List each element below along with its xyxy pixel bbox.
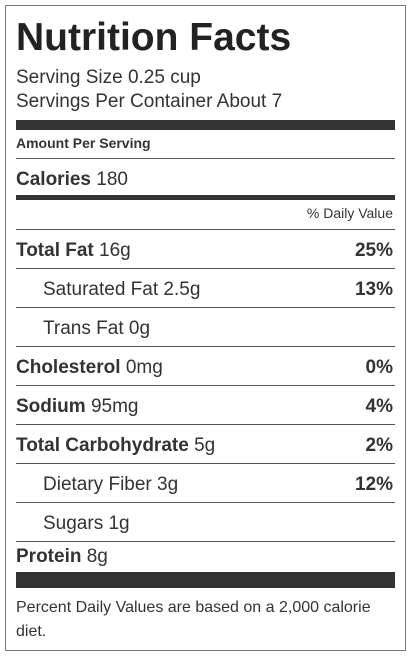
nutrient-amount: 3g: [157, 474, 179, 495]
divider-row: [16, 463, 395, 464]
nutrient-name: Protein 8g: [16, 546, 108, 568]
nutrient-percent: 4%: [365, 396, 393, 417]
amount-per-serving: Amount Per Serving: [16, 135, 151, 151]
footnote: Percent Daily Values are based on a 2,00…: [16, 599, 371, 640]
nutrition-facts-label: Nutrition Facts Serving Size 0.25 cup Se…: [5, 5, 406, 651]
nutrient-percent: 25%: [354, 240, 393, 261]
nutrient-percent: 12%: [354, 474, 393, 495]
nutrient-label: Total Carbohydrate: [16, 435, 189, 456]
nutrient-row-saturated-fat: Saturated Fat 2.5g 13%: [16, 269, 395, 307]
nutrient-name: Saturated Fat 2.5g: [43, 279, 200, 301]
nutrient-row-sodium: Sodium 95mg 4%: [16, 386, 395, 424]
calories-label: Calories: [16, 169, 91, 190]
serving-size: Serving Size 0.25 cup: [16, 67, 201, 88]
nutrient-label: Saturated Fat: [43, 279, 159, 300]
nutrient-label: Total Fat: [16, 240, 94, 261]
nutrient-amount: 0g: [128, 318, 151, 339]
nutrient-name: Sodium 95mg: [16, 396, 138, 418]
divider-row: [16, 346, 395, 347]
nutrient-name: Total Carbohydrate 5g: [16, 435, 215, 457]
nutrient-amount: 0mg: [125, 357, 163, 378]
divider-medium: [16, 195, 395, 200]
divider-row: [16, 307, 395, 308]
nutrient-percent: 13%: [354, 279, 393, 300]
nutrient-name: Total Fat 16g: [16, 240, 131, 262]
nutrient-row-sugars: Sugars 1g: [16, 503, 395, 541]
nutrient-amount: 1g: [108, 513, 130, 534]
nutrient-name: Cholesterol 0mg: [16, 357, 163, 379]
nutrient-name: Trans Fat 0g: [43, 318, 150, 340]
nutrient-name: Dietary Fiber 3g: [43, 474, 178, 496]
nutrient-row-protein: Protein 8g: [16, 542, 395, 580]
divider-thick-bottom: [16, 572, 395, 588]
divider-row: [16, 385, 395, 386]
divider-row: [16, 541, 395, 542]
servings-per-container: Servings Per Container About 7: [16, 91, 283, 112]
nutrient-label: Trans Fat: [43, 318, 124, 339]
divider-row: [16, 424, 395, 425]
calories-value: 180: [96, 169, 128, 190]
divider-dv-header: [16, 229, 395, 230]
nutrient-percent: 2%: [365, 435, 393, 456]
nutrient-percent: 0%: [365, 357, 393, 378]
nutrient-name: Sugars 1g: [43, 513, 130, 535]
nutrient-label: Sodium: [16, 396, 86, 417]
nutrient-label: Dietary Fiber: [43, 474, 152, 495]
divider-row: [16, 502, 395, 503]
label-title: Nutrition Facts: [16, 16, 292, 59]
nutrient-amount: 5g: [194, 435, 216, 456]
divider-thick-top: [16, 120, 395, 130]
nutrient-amount: 16g: [99, 240, 131, 261]
nutrient-amount: 8g: [86, 546, 108, 567]
nutrient-label: Protein: [16, 546, 82, 567]
nutrient-amount: 95mg: [90, 396, 139, 417]
nutrient-amount: 2.5g: [163, 279, 201, 300]
nutrient-label: Cholesterol: [16, 357, 121, 378]
nutrient-row-total-carbohydrate: Total Carbohydrate 5g 2%: [16, 425, 395, 463]
nutrient-row-trans-fat: Trans Fat 0g: [16, 308, 395, 346]
nutrient-row-total-fat: Total Fat 16g 25%: [16, 230, 395, 268]
divider-row: [16, 268, 395, 269]
nutrient-row-dietary-fiber: Dietary Fiber 3g 12%: [16, 464, 395, 502]
nutrient-row-cholesterol: Cholesterol 0mg 0%: [16, 347, 395, 385]
label-content: Nutrition Facts Serving Size 0.25 cup Se…: [16, 6, 395, 650]
nutrient-label: Sugars: [43, 513, 104, 534]
divider-amount: [16, 158, 395, 159]
daily-value-header: % Daily Value: [306, 205, 393, 221]
calories-row: Calories 180: [16, 169, 128, 191]
